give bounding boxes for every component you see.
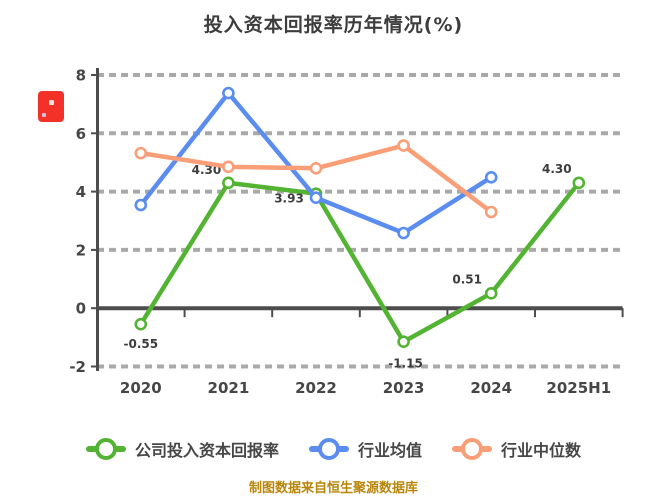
legend-item-industry-median[interactable]: 行业中位数 <box>452 437 581 461</box>
series-point-industry-mean[interactable] <box>484 171 498 184</box>
data-source-caption: 制图数据来自恒生聚源数据库 <box>248 481 418 496</box>
y-tick-label: -2 <box>69 358 86 376</box>
y-tick-label: 4 <box>76 183 86 201</box>
series-point-industry-median[interactable] <box>484 205 498 219</box>
series-point-company-roic[interactable] <box>397 335 410 349</box>
logo-glyph-2 <box>42 113 46 117</box>
legend-item-company-roic[interactable]: 公司投入资本回报率 <box>85 437 279 461</box>
x-tick-label: 2020 <box>120 379 162 397</box>
point-label-company-roic: 3.93 <box>274 192 304 206</box>
series-point-industry-median[interactable] <box>397 139 410 152</box>
series-point-industry-median[interactable] <box>222 160 235 174</box>
x-tick-label: 2024 <box>470 379 512 397</box>
series-line-company-roic <box>138 180 582 344</box>
legend-label: 行业均值 <box>357 441 422 460</box>
point-label-company-roic: 0.51 <box>452 272 482 286</box>
x-tick-label: 2021 <box>208 379 250 397</box>
legend-label: 公司投入资本回报率 <box>134 441 279 460</box>
series-point-industry-mean[interactable] <box>222 86 235 100</box>
x-tick-label: 2025H1 <box>546 379 611 397</box>
series-point-company-roic[interactable] <box>222 176 235 190</box>
series-point-company-roic[interactable] <box>134 317 148 331</box>
legend-marker-green <box>85 438 126 460</box>
y-tick-label: 2 <box>76 241 86 259</box>
legend-marker-orange <box>452 438 492 460</box>
x-tick-label: 2023 <box>383 379 425 397</box>
series-point-company-roic[interactable] <box>572 176 586 190</box>
x-tick-label: 2022 <box>295 379 337 397</box>
point-label-company-roic: 4.30 <box>542 162 572 176</box>
red-square-logo-icon <box>38 91 64 122</box>
series-point-industry-mean[interactable] <box>134 198 148 212</box>
point-label-company-roic: -0.55 <box>124 337 159 351</box>
legend-marker-blue <box>308 438 349 460</box>
series-point-company-roic[interactable] <box>484 287 498 300</box>
chart-legend: 公司投入资本回报率 行业均值 行业中位数 <box>0 437 667 461</box>
chart-title: 投入资本回报率历年情况(%) <box>203 14 464 36</box>
y-tick-label: 8 <box>76 67 86 85</box>
series-point-industry-median[interactable] <box>309 161 323 175</box>
y-tick-label: 0 <box>76 300 86 318</box>
logo-glyph <box>49 100 54 105</box>
point-label-company-roic: -1.15 <box>388 357 423 371</box>
series-point-industry-mean[interactable] <box>397 226 410 240</box>
y-tick-label: 6 <box>76 125 86 143</box>
series-point-industry-median[interactable] <box>134 146 148 160</box>
legend-label: 行业中位数 <box>501 441 582 460</box>
series-point-industry-mean[interactable] <box>309 191 323 205</box>
line-chart: -2 0 2 4 6 8 2020 2021 2022 2023 2024 2025H1 -0.55 4.… <box>69 67 624 397</box>
legend-item-industry-mean[interactable]: 行业均值 <box>308 437 422 461</box>
